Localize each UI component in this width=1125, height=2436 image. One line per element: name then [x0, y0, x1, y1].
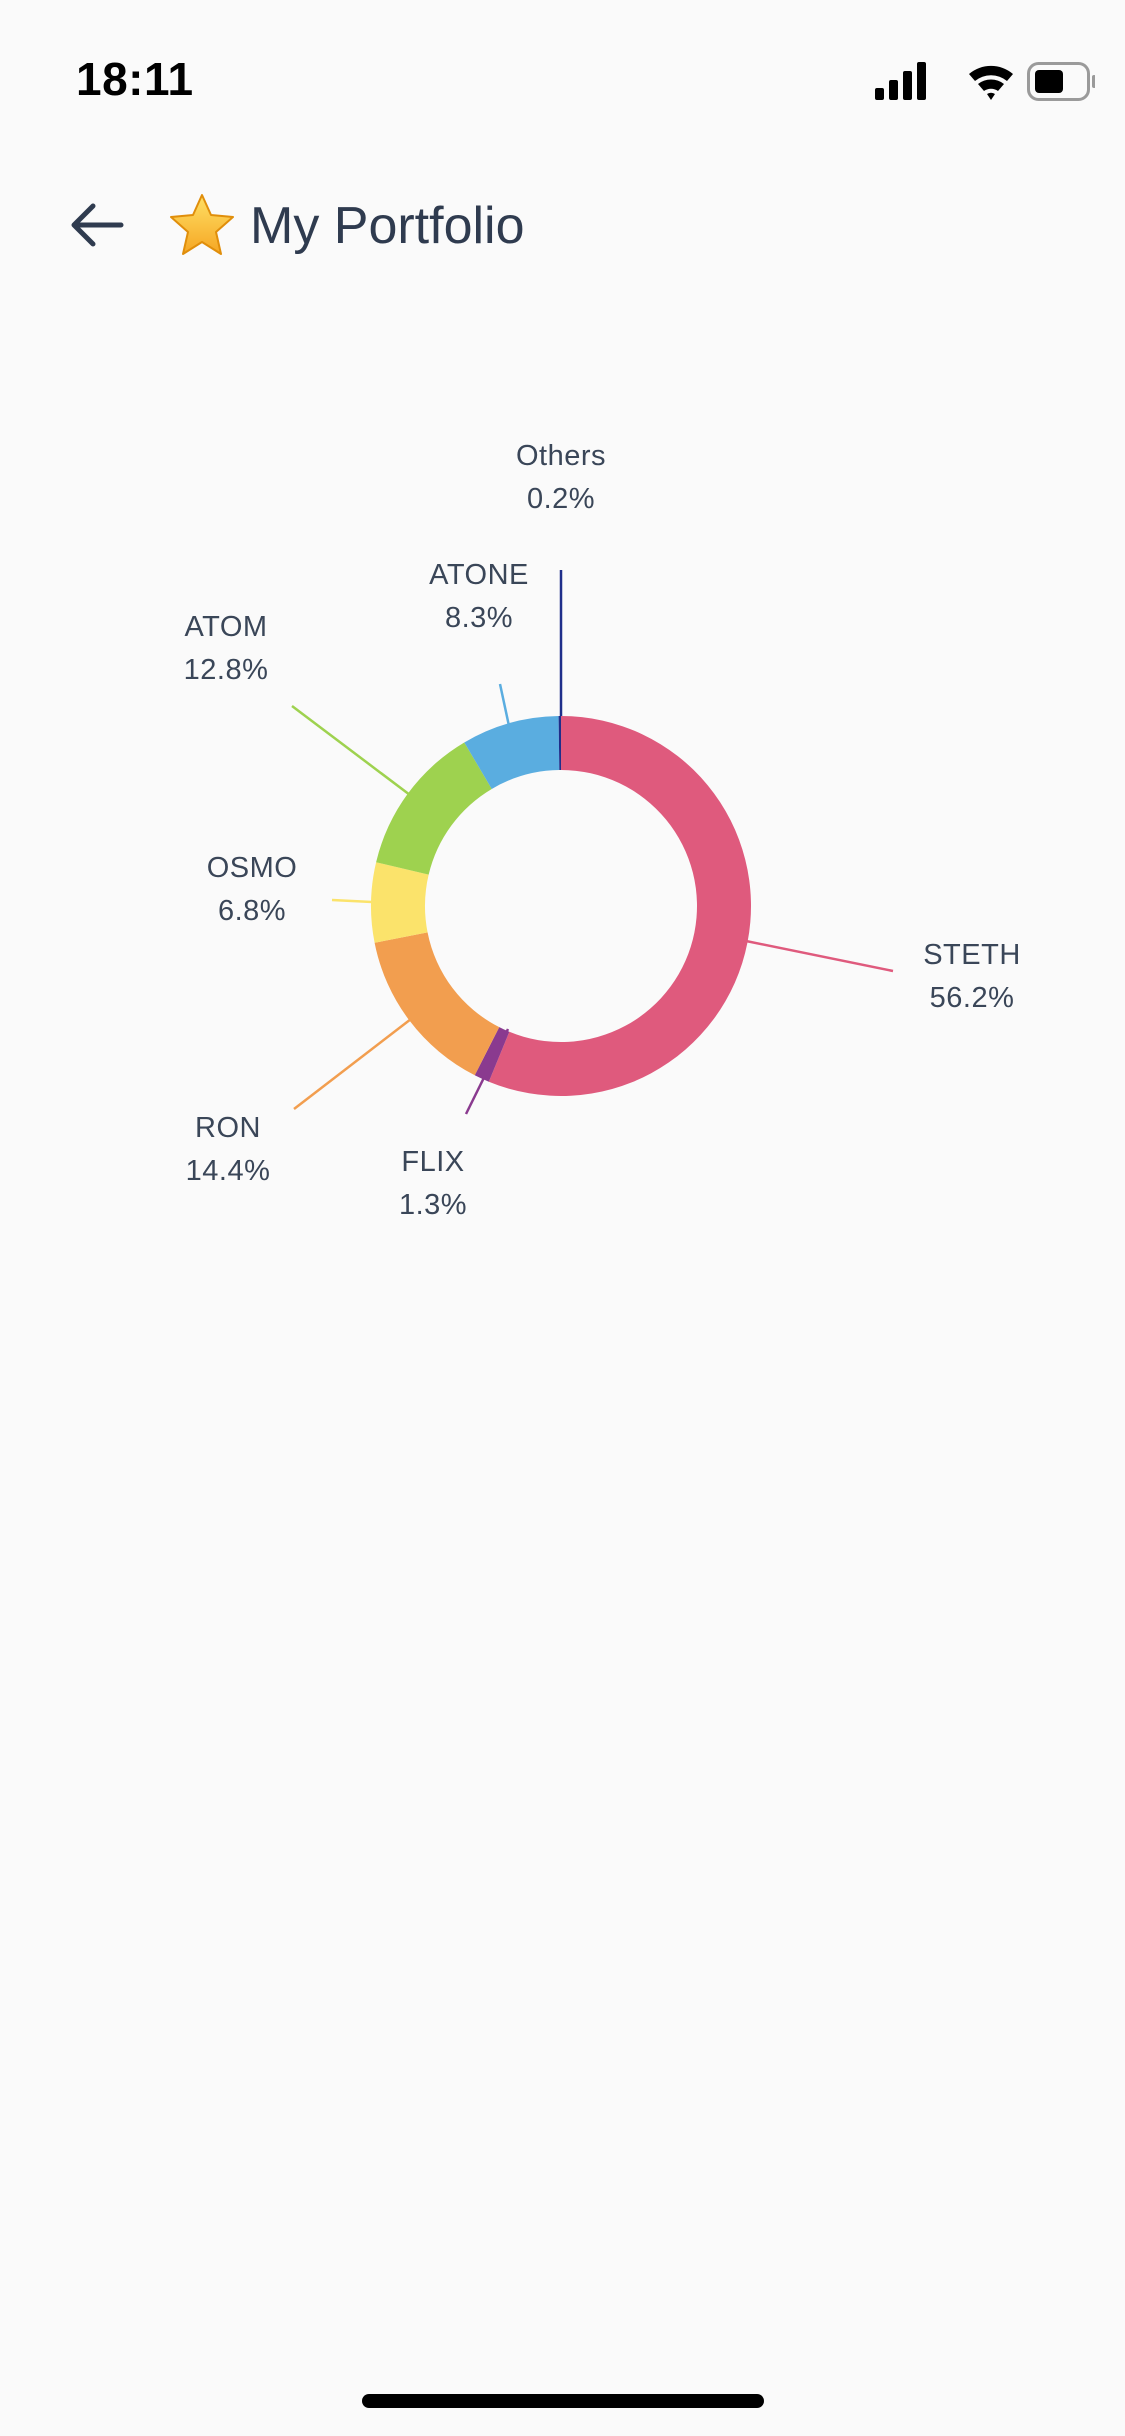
- leader-line-ron: [293, 1018, 412, 1110]
- battery-icon: [1027, 62, 1096, 101]
- leader-line-osmo: [331, 898, 373, 904]
- arrow-left-icon: [71, 203, 124, 247]
- slice-value-atone: 8.3%: [445, 602, 513, 634]
- signal-icon: [875, 62, 926, 100]
- slice-label-atom: ATOM: [184, 611, 267, 643]
- leader-line-flix: [464, 1028, 510, 1115]
- leader-line-atone: [498, 683, 511, 727]
- slice-label-flix: FLIX: [401, 1146, 464, 1178]
- slice-value-others: 0.2%: [527, 483, 595, 515]
- slice-flix[interactable]: [474, 1027, 510, 1082]
- slice-label-ron: RON: [195, 1112, 261, 1144]
- title-group: My Portfolio: [168, 186, 525, 266]
- slice-ron[interactable]: [374, 932, 500, 1076]
- slice-atone[interactable]: [464, 716, 560, 789]
- slice-steth[interactable]: [488, 716, 751, 1096]
- wifi-icon: [969, 65, 1013, 100]
- header: My Portfolio: [0, 160, 1125, 280]
- leader-line-atom: [291, 705, 411, 796]
- status-icons: [875, 60, 1096, 104]
- slice-osmo[interactable]: [371, 862, 429, 943]
- slice-label-others: Others: [516, 440, 606, 472]
- star-icon: [170, 194, 234, 255]
- slice-atom[interactable]: [376, 742, 492, 875]
- leader-line-steth: [745, 939, 894, 973]
- slice-value-atom: 12.8%: [184, 654, 269, 686]
- page-title: My Portfolio: [250, 197, 525, 255]
- back-button[interactable]: [62, 190, 132, 260]
- slice-label-osmo: OSMO: [207, 852, 298, 884]
- status-time: 18:11: [76, 53, 194, 105]
- slice-value-osmo: 6.8%: [218, 895, 286, 927]
- slice-label-steth: STETH: [923, 939, 1021, 971]
- status-bar: 18:11: [0, 0, 1125, 150]
- slice-value-ron: 14.4%: [186, 1155, 271, 1187]
- slice-value-flix: 1.3%: [399, 1189, 467, 1221]
- slice-others[interactable]: [558, 716, 561, 771]
- slice-label-atone: ATONE: [429, 559, 529, 591]
- home-indicator[interactable]: [362, 2394, 764, 2408]
- slice-value-steth: 56.2%: [930, 982, 1015, 1014]
